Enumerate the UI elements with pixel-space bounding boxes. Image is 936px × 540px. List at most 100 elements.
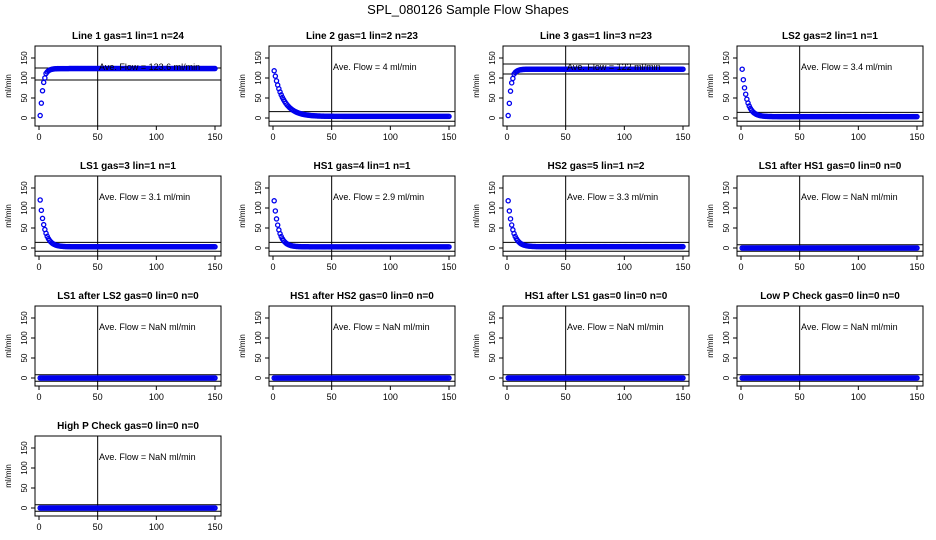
x-tick-label: 150 [675,392,690,402]
annotation-unit: ml/min [866,62,893,72]
plot-frame [34,175,222,257]
y-axis-label: ml/min [706,204,715,228]
data-point [446,375,452,381]
annotation-value: NaN [617,322,638,332]
average-flow-annotation: Ave. Flow = NaN ml/min [99,452,196,462]
y-tick-label: 50 [254,223,263,232]
y-axis-label: ml/min [238,74,247,98]
panel-5: LS1 gas=3 lin=1 n=1 ml/min 0 50 100 150 0 50 100… [4,161,223,272]
average-flow-annotation: Ave. Flow = NaN ml/min [801,192,898,202]
y-tick-label: 0 [20,505,29,510]
data-point [277,89,283,95]
panel-title: LS2 gas=2 lin=1 n=1 [782,31,878,42]
plot-frame [736,45,924,127]
annotation-unit: ml/min [637,322,664,332]
panel-title: HS1 after HS2 gas=0 lin=0 n=0 [290,291,434,302]
annotation-unit: ml/min [174,62,201,72]
x-tick-label: 50 [93,522,103,532]
annotation-label: Ave. Flow = [801,62,851,72]
x-tick-label: 150 [909,392,924,402]
y-axis-label: ml/min [4,204,13,228]
y-tick-label: 50 [722,353,731,362]
x-tick-label: 100 [851,392,866,402]
data-point [40,79,47,86]
data-point [212,65,218,72]
data-point [37,197,43,203]
panel-4: LS2 gas=2 lin=1 n=1 ml/min 0 50 100 150 0 50 100… [706,31,925,142]
annotation-label: Ave. Flow = [567,62,617,72]
panel-7: HS2 gas=5 lin=1 n=2 ml/min 0 50 100 150 0 50 100… [472,161,691,272]
y-axis-label: ml/min [472,334,481,358]
data-point [506,100,513,107]
panel-title: Low P Check gas=0 lin=0 n=0 [760,291,900,302]
y-tick-label: 150 [488,181,497,195]
y-tick-label: 50 [488,353,497,362]
data-point [680,66,686,72]
x-tick-label: 150 [441,132,456,142]
annotation-value: 3.1 [149,192,164,202]
data-point [914,113,920,120]
x-tick-label: 100 [149,262,164,272]
annotation-label: Ave. Flow = [99,322,149,332]
panel-3: Line 3 gas=1 lin=3 n=23 ml/min 0 50 100 150 0 5… [472,31,691,142]
y-tick-label: 150 [722,181,731,195]
y-tick-label: 0 [488,115,497,120]
panel-title: Line 3 gas=1 lin=3 n=23 [540,31,652,42]
x-tick-label: 0 [270,132,275,142]
annotation-unit: ml/min [871,192,898,202]
data-point [742,91,749,97]
annotation-label: Ave. Flow = [567,192,617,202]
annotation-label: Ave. Flow = [333,192,383,202]
data-point [272,208,279,214]
data-point [446,113,452,120]
data-point [511,230,517,237]
x-tick-label: 150 [675,262,690,272]
panel-2: Line 2 gas=1 lin=2 n=23 ml/min 0 50 100 150 0 5… [238,31,457,142]
plot-frame [34,45,222,127]
data-point [39,215,46,222]
annotation-label: Ave. Flow = [99,62,149,72]
average-flow-annotation: Ave. Flow = NaN ml/min [567,322,664,332]
x-tick-label: 0 [504,132,509,142]
x-tick-label: 100 [383,392,398,402]
y-tick-label: 150 [722,51,731,65]
x-tick-label: 50 [93,132,103,142]
data-point [680,243,686,250]
x-tick-label: 50 [561,392,571,402]
x-tick-label: 150 [909,132,924,142]
data-point [507,88,514,94]
x-tick-label: 100 [617,262,632,272]
y-axis-label: ml/min [706,334,715,358]
panel-title: Line 1 gas=1 lin=1 n=24 [72,31,184,42]
y-tick-label: 0 [20,115,29,120]
y-axis-label: ml/min [4,464,13,488]
average-flow-annotation: Ave. Flow = NaN ml/min [99,322,196,332]
data-point [508,222,515,228]
plot-frame [268,45,456,127]
annotation-value: NaN [149,452,170,462]
x-tick-label: 150 [207,522,222,532]
y-tick-label: 150 [20,441,29,455]
x-tick-label: 50 [327,262,337,272]
data-point [505,112,511,119]
plot-frame [502,175,690,257]
panel-12: Low P Check gas=0 lin=0 n=0 ml/min 0 50 100 1… [706,291,925,402]
x-tick-label: 0 [738,392,743,402]
x-tick-label: 50 [795,132,805,142]
y-tick-label: 150 [254,311,263,325]
y-tick-label: 0 [722,245,731,250]
average-flow-annotation: Ave. Flow = 123.6 ml/min [99,62,200,72]
panel-13: High P Check gas=0 lin=0 n=0 ml/min 0 50 100… [4,421,223,532]
annotation-label: Ave. Flow = [567,322,617,332]
data-point [277,230,283,237]
panel-10: HS1 after HS2 gas=0 lin=0 n=0 ml/min 0 50 10… [238,291,457,402]
data-point [274,222,281,228]
plot-frame [502,45,690,127]
annotation-label: Ave. Flow = [333,322,383,332]
annotation-value: 123.6 [149,62,174,72]
y-tick-label: 100 [254,71,263,85]
data-point [37,112,43,119]
y-tick-label: 100 [254,201,263,215]
y-tick-label: 0 [722,375,731,380]
annotation-label: Ave. Flow = [801,192,851,202]
